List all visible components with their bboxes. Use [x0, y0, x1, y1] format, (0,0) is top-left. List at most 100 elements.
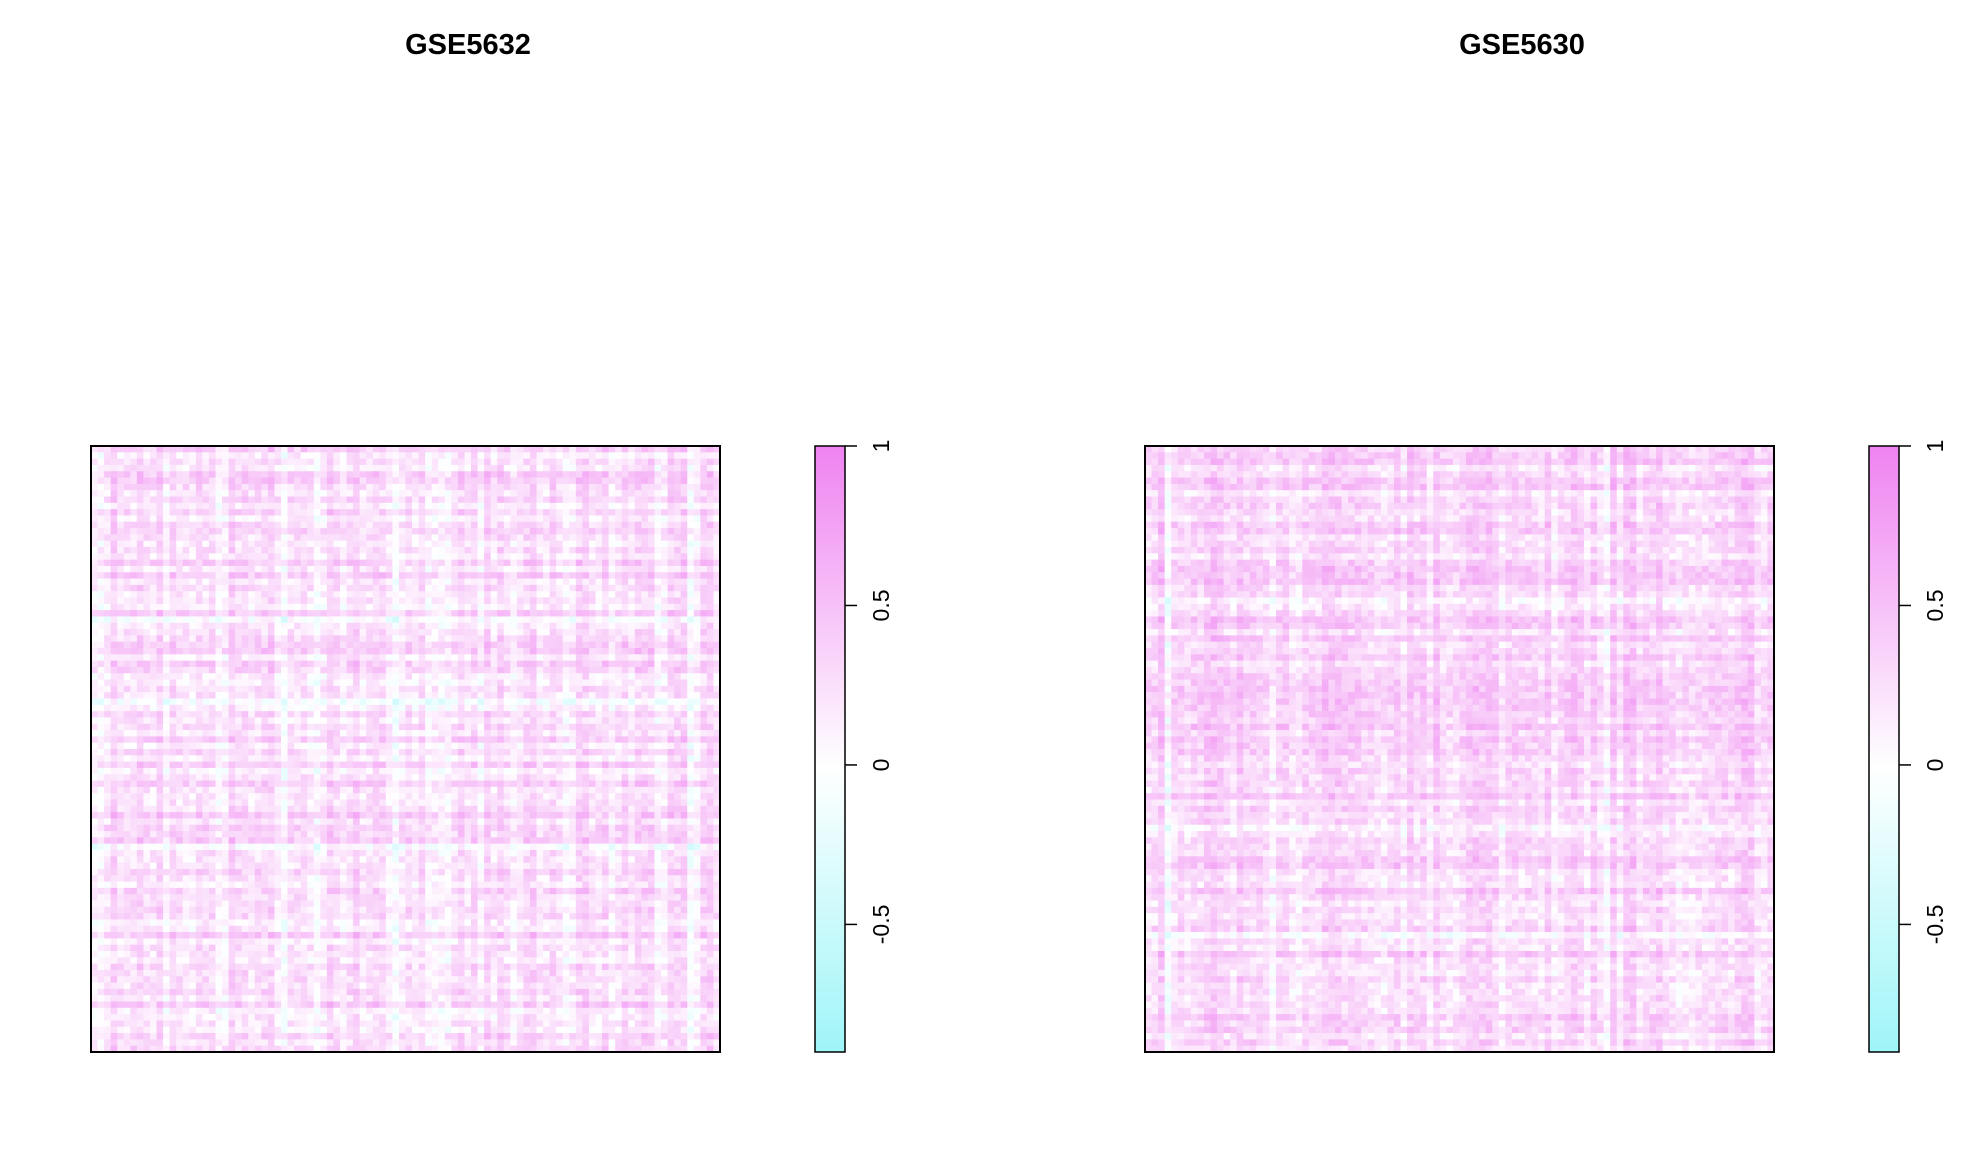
heatmap-cell — [562, 502, 570, 510]
heatmap-cell — [182, 685, 190, 693]
heatmap-cell — [143, 717, 151, 725]
heatmap-cell — [608, 742, 616, 750]
heatmap-cell — [117, 717, 125, 725]
heatmap-cell — [267, 471, 275, 478]
heatmap-cell — [254, 528, 262, 535]
heatmap-cell — [490, 648, 498, 655]
heatmap-cell — [641, 572, 649, 579]
heatmap-cell — [562, 464, 570, 472]
heatmap-cell — [405, 717, 413, 725]
heatmap-cell — [202, 749, 210, 756]
heatmap-cell — [700, 654, 708, 662]
heatmap-cell — [353, 736, 361, 744]
heatmap-cell — [287, 723, 295, 731]
heatmap-cell — [700, 565, 708, 573]
heatmap-cell — [647, 622, 655, 630]
heatmap-cell — [490, 452, 498, 460]
heatmap-cell — [503, 528, 511, 535]
heatmap-cell — [169, 736, 177, 744]
heatmap-cell — [464, 692, 472, 699]
heatmap-cell — [307, 742, 315, 750]
heatmap-cell — [444, 679, 452, 687]
heatmap-cell — [713, 641, 721, 649]
heatmap-cell — [529, 711, 537, 718]
heatmap-cell — [254, 616, 262, 624]
heatmap-cell — [287, 572, 295, 579]
heatmap-cell — [91, 723, 98, 731]
heatmap-cell — [176, 540, 184, 548]
heatmap-cell — [588, 496, 596, 504]
heatmap-cell — [169, 761, 177, 769]
heatmap-cell — [595, 698, 603, 706]
heatmap-cell — [582, 515, 590, 523]
heatmap-cell — [484, 515, 492, 523]
heatmap-cell — [706, 540, 714, 548]
heatmap-cell — [110, 629, 118, 636]
heatmap-cell — [320, 458, 328, 466]
heatmap-cell — [333, 730, 341, 737]
heatmap-cell — [582, 446, 590, 453]
heatmap-cell — [372, 767, 380, 775]
heatmap-cell — [674, 749, 682, 756]
heatmap-cell — [379, 559, 387, 567]
heatmap-cell — [385, 698, 393, 706]
heatmap-cell — [379, 736, 387, 744]
heatmap-cell — [222, 565, 229, 573]
heatmap-cell — [163, 610, 171, 617]
heatmap-cell — [661, 755, 668, 763]
heatmap-cell — [412, 528, 419, 535]
heatmap-cell — [202, 597, 210, 605]
heatmap-cell — [464, 584, 472, 592]
heatmap-cell — [444, 547, 452, 554]
heatmap-cell — [123, 711, 131, 718]
heatmap-cell — [274, 559, 282, 567]
heatmap-cell — [595, 635, 603, 643]
heatmap-cell — [713, 666, 721, 674]
heatmap-cell — [510, 452, 518, 460]
heatmap-cell — [104, 717, 112, 725]
heatmap-cell — [379, 483, 387, 491]
heatmap-cell — [641, 736, 649, 744]
heatmap-cell — [189, 660, 197, 668]
heatmap-cell — [556, 717, 564, 725]
heatmap-cell — [412, 572, 419, 579]
heatmap-cell — [91, 528, 98, 535]
heatmap-cell — [477, 755, 485, 763]
heatmap-cell — [706, 698, 714, 706]
heatmap-cell — [333, 666, 341, 674]
heatmap-cell — [104, 610, 112, 617]
heatmap-cell — [287, 452, 295, 460]
heatmap-cell — [320, 641, 328, 649]
heatmap-cell — [529, 565, 537, 573]
heatmap-cell — [228, 452, 236, 460]
heatmap-cell — [182, 534, 190, 542]
heatmap-cell — [412, 629, 419, 636]
heatmap-cell — [385, 717, 393, 725]
heatmap-cell — [497, 648, 505, 655]
heatmap-cell — [97, 749, 105, 756]
heatmap-cell — [687, 641, 695, 649]
heatmap-cell — [228, 673, 236, 680]
heatmap-cell — [294, 635, 302, 643]
heatmap-cell — [418, 565, 426, 573]
heatmap-cell — [464, 610, 472, 617]
heatmap-cell — [444, 603, 452, 611]
heatmap-cell — [562, 547, 570, 554]
heatmap-cell — [267, 502, 275, 510]
heatmap-cell — [431, 458, 439, 466]
heatmap-cell — [320, 730, 328, 737]
heatmap-cell — [556, 673, 564, 680]
heatmap-cell — [700, 528, 708, 535]
heatmap-cell — [156, 534, 164, 542]
heatmap-cell — [706, 723, 714, 731]
heatmap-cell — [425, 458, 433, 466]
heatmap-cell — [490, 496, 498, 504]
heatmap-cell — [706, 767, 714, 775]
heatmap-cell — [536, 452, 544, 460]
heatmap-cell — [438, 565, 446, 573]
heatmap-cell — [372, 446, 380, 453]
heatmap-cell — [163, 591, 171, 598]
heatmap-cell — [97, 446, 105, 453]
heatmap-cell — [503, 742, 511, 750]
heatmap-cell — [529, 496, 537, 504]
